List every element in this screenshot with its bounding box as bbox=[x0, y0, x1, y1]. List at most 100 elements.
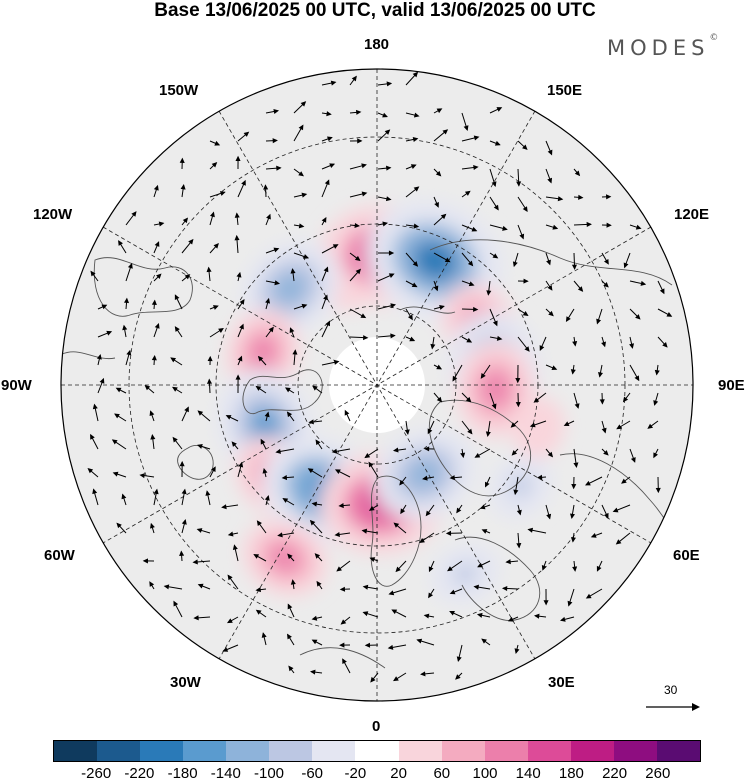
wind-vector-head bbox=[265, 297, 271, 304]
wind-vector-head bbox=[361, 191, 368, 197]
wind-vector-head bbox=[330, 80, 337, 86]
wind-vector-head bbox=[151, 354, 157, 361]
wind-vector-head bbox=[290, 268, 296, 274]
anomaly-blob bbox=[413, 241, 457, 281]
wind-vector-head bbox=[153, 488, 159, 495]
wind-vector-head bbox=[196, 528, 203, 533]
wind-vector-head bbox=[435, 170, 442, 177]
wind-vector-head bbox=[311, 639, 318, 645]
colorbar-tick-label: -180 bbox=[167, 765, 198, 782]
wind-vector-head bbox=[456, 656, 462, 663]
wind-vector-head bbox=[266, 213, 271, 220]
wind-vector-head bbox=[502, 225, 508, 231]
wind-vector-head bbox=[485, 431, 491, 437]
colorbar-swatch bbox=[398, 741, 442, 761]
colorbar-swatch bbox=[613, 741, 657, 761]
wind-vector-head bbox=[144, 384, 151, 391]
wind-vector-head bbox=[449, 475, 455, 481]
wind-vector-head bbox=[289, 327, 295, 334]
wind-vector-head bbox=[99, 377, 105, 384]
wind-vector-head bbox=[303, 254, 310, 259]
lon-label-60w: 60W bbox=[44, 547, 75, 564]
wind-vector-head bbox=[393, 447, 399, 453]
wind-vector-head bbox=[121, 493, 127, 500]
wind-vector-head bbox=[491, 403, 497, 410]
wind-vector-head bbox=[180, 184, 186, 190]
wind-vector-head bbox=[527, 527, 534, 533]
wind-vector-head bbox=[92, 488, 98, 495]
wind-vector-head bbox=[621, 478, 627, 484]
wind-vector-head bbox=[256, 520, 262, 527]
wind-vector-head bbox=[122, 324, 128, 331]
wind-vector-head bbox=[292, 349, 298, 355]
wind-vector-head bbox=[522, 144, 528, 150]
wind-vector-head bbox=[433, 285, 439, 292]
graticule bbox=[61, 69, 693, 701]
wind-vector-head bbox=[287, 553, 293, 560]
wind-vector-head bbox=[601, 427, 607, 434]
wind-vector-head bbox=[585, 593, 592, 599]
wind-vector-head bbox=[118, 240, 123, 246]
wind-vector-head bbox=[273, 108, 280, 114]
wind-vector-head bbox=[440, 213, 447, 220]
wind-vector-head bbox=[327, 136, 333, 142]
wind-vector-head bbox=[565, 316, 571, 323]
wind-vector-head bbox=[407, 314, 413, 321]
colorbar-tick-label: -20 bbox=[344, 765, 367, 782]
wind-vector-head bbox=[310, 669, 316, 675]
wind-vector-head bbox=[413, 223, 420, 229]
coastlines bbox=[61, 239, 691, 669]
anomaly-blob bbox=[482, 373, 509, 405]
wind-vector-head bbox=[571, 264, 577, 270]
wind-vector-head bbox=[570, 369, 576, 375]
wind-vector-head bbox=[428, 592, 434, 599]
wind-vector-head bbox=[449, 589, 456, 595]
wind-vector-head bbox=[647, 423, 654, 429]
anomaly-blob bbox=[251, 338, 275, 367]
wind-vector-head bbox=[238, 461, 244, 468]
wind-vectors bbox=[87, 71, 673, 683]
wind-vector-head bbox=[153, 184, 159, 191]
wind-vector-head bbox=[184, 274, 191, 280]
wind-vector-head bbox=[586, 221, 592, 228]
wind-vector-head bbox=[354, 222, 360, 229]
wind-vector-head bbox=[311, 501, 318, 507]
wind-vector-head bbox=[400, 508, 406, 515]
wind-vector-head bbox=[533, 397, 540, 403]
wind-vector-head bbox=[363, 335, 369, 341]
wind-vector-head bbox=[653, 400, 659, 406]
wind-vector-head bbox=[546, 513, 552, 520]
wind-vector-head bbox=[547, 284, 553, 291]
wind-vector-head bbox=[496, 335, 503, 341]
wind-vector-head bbox=[505, 559, 511, 565]
wind-vector-head bbox=[477, 562, 483, 568]
anomaly-blob bbox=[454, 564, 477, 584]
colorbar-swatch bbox=[183, 741, 227, 761]
wind-vector-head bbox=[260, 438, 266, 445]
wind-vector-head bbox=[301, 192, 308, 198]
wind-vector-head bbox=[225, 415, 232, 420]
colorbar-tick-label: 20 bbox=[390, 765, 407, 782]
wind-vector-head bbox=[574, 170, 581, 177]
wind-vector-head bbox=[123, 297, 130, 304]
wind-vector-head bbox=[543, 600, 549, 606]
map-title: Base 13/06/2025 00 UTC, valid 13/06/2025… bbox=[154, 0, 596, 21]
colorbar-tick-label: 220 bbox=[602, 765, 628, 782]
wind-vector-head bbox=[522, 206, 528, 212]
wind-vector-head bbox=[163, 584, 170, 590]
wind-vector-head bbox=[659, 288, 665, 295]
wind-vector-head bbox=[197, 444, 203, 449]
wind-vector-head bbox=[385, 165, 392, 171]
wind-vector-head bbox=[139, 473, 145, 479]
colorbar-tick-label: 60 bbox=[433, 765, 451, 782]
colorbar-ticks: -260 -220 -180 -140 -100 -60 -20 20 60 100 140 180 2… bbox=[0, 766, 750, 782]
wind-vector-head bbox=[471, 226, 478, 232]
colorbar-tick-label: -100 bbox=[253, 765, 285, 782]
wind-vector-head bbox=[182, 217, 189, 224]
wind-vector-head bbox=[214, 140, 221, 146]
anomaly-blob bbox=[271, 545, 299, 571]
wind-vector-head bbox=[273, 247, 280, 253]
wind-vector-head bbox=[116, 522, 122, 529]
wind-vector-head bbox=[501, 585, 508, 592]
wind-vector-head bbox=[364, 642, 371, 648]
